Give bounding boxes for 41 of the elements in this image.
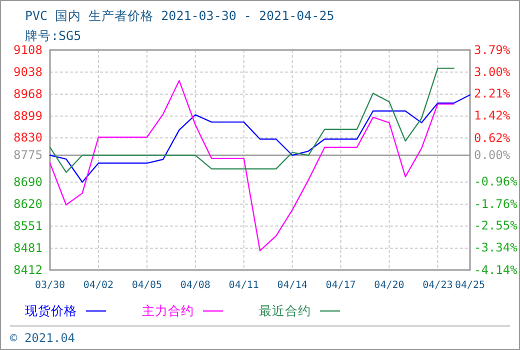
y2-tick-label: -4.14% xyxy=(474,262,518,277)
y2-tick-label: 0.62% xyxy=(474,130,511,145)
y2-tick-label: 3.79% xyxy=(474,42,511,57)
legend-label: 现货价格 xyxy=(25,303,77,318)
y2-tick-label: -2.55% xyxy=(474,218,518,233)
legend-label: 最近合约 xyxy=(259,303,311,318)
y-tick-label: 8690 xyxy=(14,174,42,189)
x-tick-label: 04/08 xyxy=(180,280,210,292)
y2-tick-label: -0.96% xyxy=(474,174,518,189)
y-tick-label: 8968 xyxy=(14,87,42,102)
x-tick-label: 04/02 xyxy=(83,280,114,292)
x-tick-label: 04/05 xyxy=(132,280,162,292)
y2-tick-label: 3.00% xyxy=(474,64,511,79)
y2-tick-label: 0.00% xyxy=(474,148,511,162)
chart-subtitle: 牌号:SG5 xyxy=(25,28,82,43)
y2-tick-label: 2.21% xyxy=(474,86,511,101)
y-tick-label: 8551 xyxy=(14,218,42,233)
y-tick-label: 8775 xyxy=(14,148,42,162)
y-tick-label: 9108 xyxy=(14,42,42,57)
x-tick-label: 04/25 xyxy=(454,280,486,292)
x-tick-label: 04/20 xyxy=(374,280,404,292)
legend-label: 主力合约 xyxy=(142,303,194,318)
x-tick-label: 04/23 xyxy=(422,280,453,292)
y2-tick-label: -3.34% xyxy=(474,240,518,255)
line-series xyxy=(49,68,454,173)
line-series xyxy=(49,94,471,183)
x-tick-label: 04/17 xyxy=(326,280,356,292)
chart-title: PVC 国内 生产者价格 2021-03-30 - 2021-04-25 xyxy=(25,8,334,23)
y-tick-label: 8412 xyxy=(14,262,42,277)
text: © 2021.04 xyxy=(10,331,76,345)
y-tick-label: 8899 xyxy=(14,108,42,123)
x-tick-label: 04/11 xyxy=(228,280,259,292)
y-tick-label: 8830 xyxy=(14,130,42,145)
y-tick-label: 8481 xyxy=(14,241,42,256)
y2-tick-label: -1.76% xyxy=(474,196,518,211)
line-series xyxy=(49,80,454,252)
x-tick-label: 03/30 xyxy=(34,280,66,292)
y2-tick-label: 1.42% xyxy=(474,108,511,123)
x-tick-label: 04/14 xyxy=(277,280,308,292)
y-tick-label: 9038 xyxy=(14,64,42,79)
y-tick-label: 8620 xyxy=(14,197,42,212)
